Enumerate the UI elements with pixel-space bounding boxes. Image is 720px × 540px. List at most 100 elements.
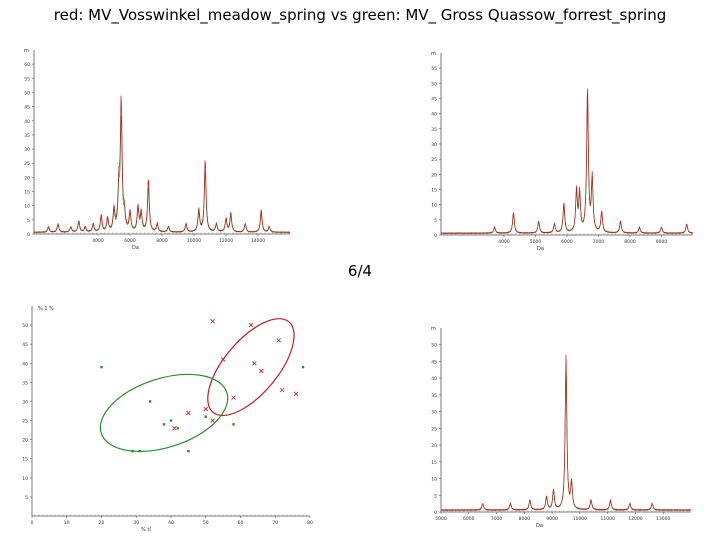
y-tick-label: 5 <box>434 493 437 499</box>
y-tick-label: 25 <box>431 157 437 163</box>
y-tick-label: 20 <box>431 443 437 449</box>
x-tick-label: 12000 <box>628 516 642 522</box>
chart-axes: 0 5 10 15 20 25 30 35 40 45 50 55 60 4000 6000 8000 1000… <box>24 48 290 251</box>
x-tick-label: 0 <box>31 520 34 526</box>
green-data-point <box>148 400 152 403</box>
y-tick-label: 15 <box>431 460 437 466</box>
x-axis-label: % t( <box>141 527 151 533</box>
y-tick-label: 15 <box>24 190 30 196</box>
y-tick-label: 40 <box>22 361 28 367</box>
x-axis-label: Da <box>132 245 139 251</box>
x-tick-label: 50 <box>203 520 209 526</box>
page-title: red: MV_Vosswinkel_meadow_spring vs gree… <box>53 6 667 24</box>
chart-axes: 0 5 10 15 20 25 30 35 40 45 50 55 4000 5000 6000 7000 80… <box>431 51 693 252</box>
y-tick-label: 45 <box>431 97 437 103</box>
slide-number: 6/4 <box>347 262 373 280</box>
point-stroke <box>259 368 264 374</box>
chart-series <box>440 354 692 512</box>
green-confidence-ellipse <box>99 373 229 453</box>
x-tick-label: 7000 <box>491 516 503 522</box>
legend-label: % 1 % <box>38 306 54 312</box>
y-tick-label: 10 <box>24 204 30 210</box>
y-tick-label: 20 <box>24 175 30 181</box>
y-tick-label: 60 <box>24 62 30 68</box>
red-data-point <box>293 391 299 397</box>
x-tick-label: 20 <box>99 520 105 526</box>
x-tick-label: 5000 <box>530 239 542 245</box>
x-tick-label: 30 <box>133 520 139 526</box>
chart-series <box>440 88 694 235</box>
red-confidence-ellipse <box>207 318 295 417</box>
point-stroke <box>220 357 226 362</box>
green-data-point <box>162 423 166 426</box>
green-data-point <box>232 423 235 426</box>
x-tick-label: 60 <box>238 520 244 526</box>
red-data-point <box>203 406 209 412</box>
scatter-chart-bottom-left: 5 10 15 20 25 30 35 40 45 50 0 10 20 30 40 50 60 70 80 % t(… <box>22 306 313 533</box>
y-tick-label: 50 <box>24 90 30 96</box>
green-data-point <box>100 365 103 369</box>
red-data-point <box>186 410 191 416</box>
green-spectrum-line <box>440 100 694 235</box>
spectrum-chart-bottom-right: 0 5 10 15 20 25 30 35 40 45 50 5000 6000 7000 8000 9000… <box>431 326 692 529</box>
point-stroke <box>203 406 209 412</box>
chart-axes: 0 5 10 15 20 25 30 35 40 45 50 5000 6000 7000 8000 9000… <box>431 326 691 529</box>
point-stroke <box>276 338 282 343</box>
green-data-point <box>187 449 190 453</box>
y-tick-label: 55 <box>431 66 437 72</box>
red-data-point <box>210 318 215 324</box>
red-data-point <box>172 425 177 431</box>
green-data-point <box>131 449 134 453</box>
y-tick-label: 5 <box>434 218 437 224</box>
y-axis-label: m <box>431 326 436 332</box>
y-tick-label: 35 <box>24 133 30 139</box>
x-tick-label: 13000 <box>656 516 670 522</box>
x-tick-label: 9000 <box>546 516 558 522</box>
y-tick-label: 50 <box>431 81 437 87</box>
spectrum-chart-top-left: 0 5 10 15 20 25 30 35 40 45 50 55 60 4000 6000 8000 1000… <box>24 48 291 251</box>
y-tick-label: 25 <box>24 161 30 167</box>
x-tick-label: 10000 <box>187 238 201 244</box>
point-stroke <box>231 395 236 400</box>
chart-axes: 5 10 15 20 25 30 35 40 45 50 0 10 20 30 40 50 60 70 80 % t(… <box>22 306 313 533</box>
chart-series <box>99 318 305 453</box>
x-tick-label: 8000 <box>519 516 531 522</box>
green-spectrum-line <box>33 115 291 234</box>
y-tick-label: 45 <box>431 359 437 365</box>
green-data-point <box>176 426 180 430</box>
x-tick-label: 6000 <box>124 238 136 244</box>
x-tick-label: 70 <box>272 520 278 526</box>
y-tick-label: 30 <box>22 399 28 405</box>
y-tick-label: 0 <box>434 510 437 516</box>
point-stroke <box>252 360 257 366</box>
y-axis-label: m <box>431 51 436 57</box>
point-stroke <box>210 318 215 324</box>
y-tick-label: 45 <box>22 342 28 348</box>
green-data-point <box>169 419 173 422</box>
y-tick-label: 10 <box>431 203 437 209</box>
y-tick-label: 30 <box>431 142 437 148</box>
x-tick-label: 14000 <box>251 238 265 244</box>
point-stroke <box>279 387 285 393</box>
y-tick-label: 20 <box>431 172 437 178</box>
x-tick-label: 40 <box>168 520 174 526</box>
x-axis-label: Da <box>536 523 543 529</box>
x-axis-label: Da <box>537 246 544 252</box>
x-tick-label: 9000 <box>656 239 668 245</box>
red-data-point <box>279 387 285 393</box>
point-stroke <box>172 425 177 431</box>
x-tick-label: 6000 <box>561 239 573 245</box>
y-tick-label: 35 <box>431 393 437 399</box>
red-spectrum-line <box>440 88 694 235</box>
y-tick-label: 25 <box>22 419 28 425</box>
x-tick-label: 8000 <box>156 238 168 244</box>
y-tick-label: 0 <box>27 232 30 238</box>
y-tick-label: 10 <box>431 477 437 483</box>
red-data-point <box>252 360 257 366</box>
red-data-point <box>210 418 215 423</box>
red-spectrum-line <box>440 354 692 512</box>
point-stroke <box>248 322 254 328</box>
y-tick-label: 55 <box>24 76 30 82</box>
y-tick-label: 0 <box>434 233 437 239</box>
y-tick-label: 40 <box>24 119 30 125</box>
